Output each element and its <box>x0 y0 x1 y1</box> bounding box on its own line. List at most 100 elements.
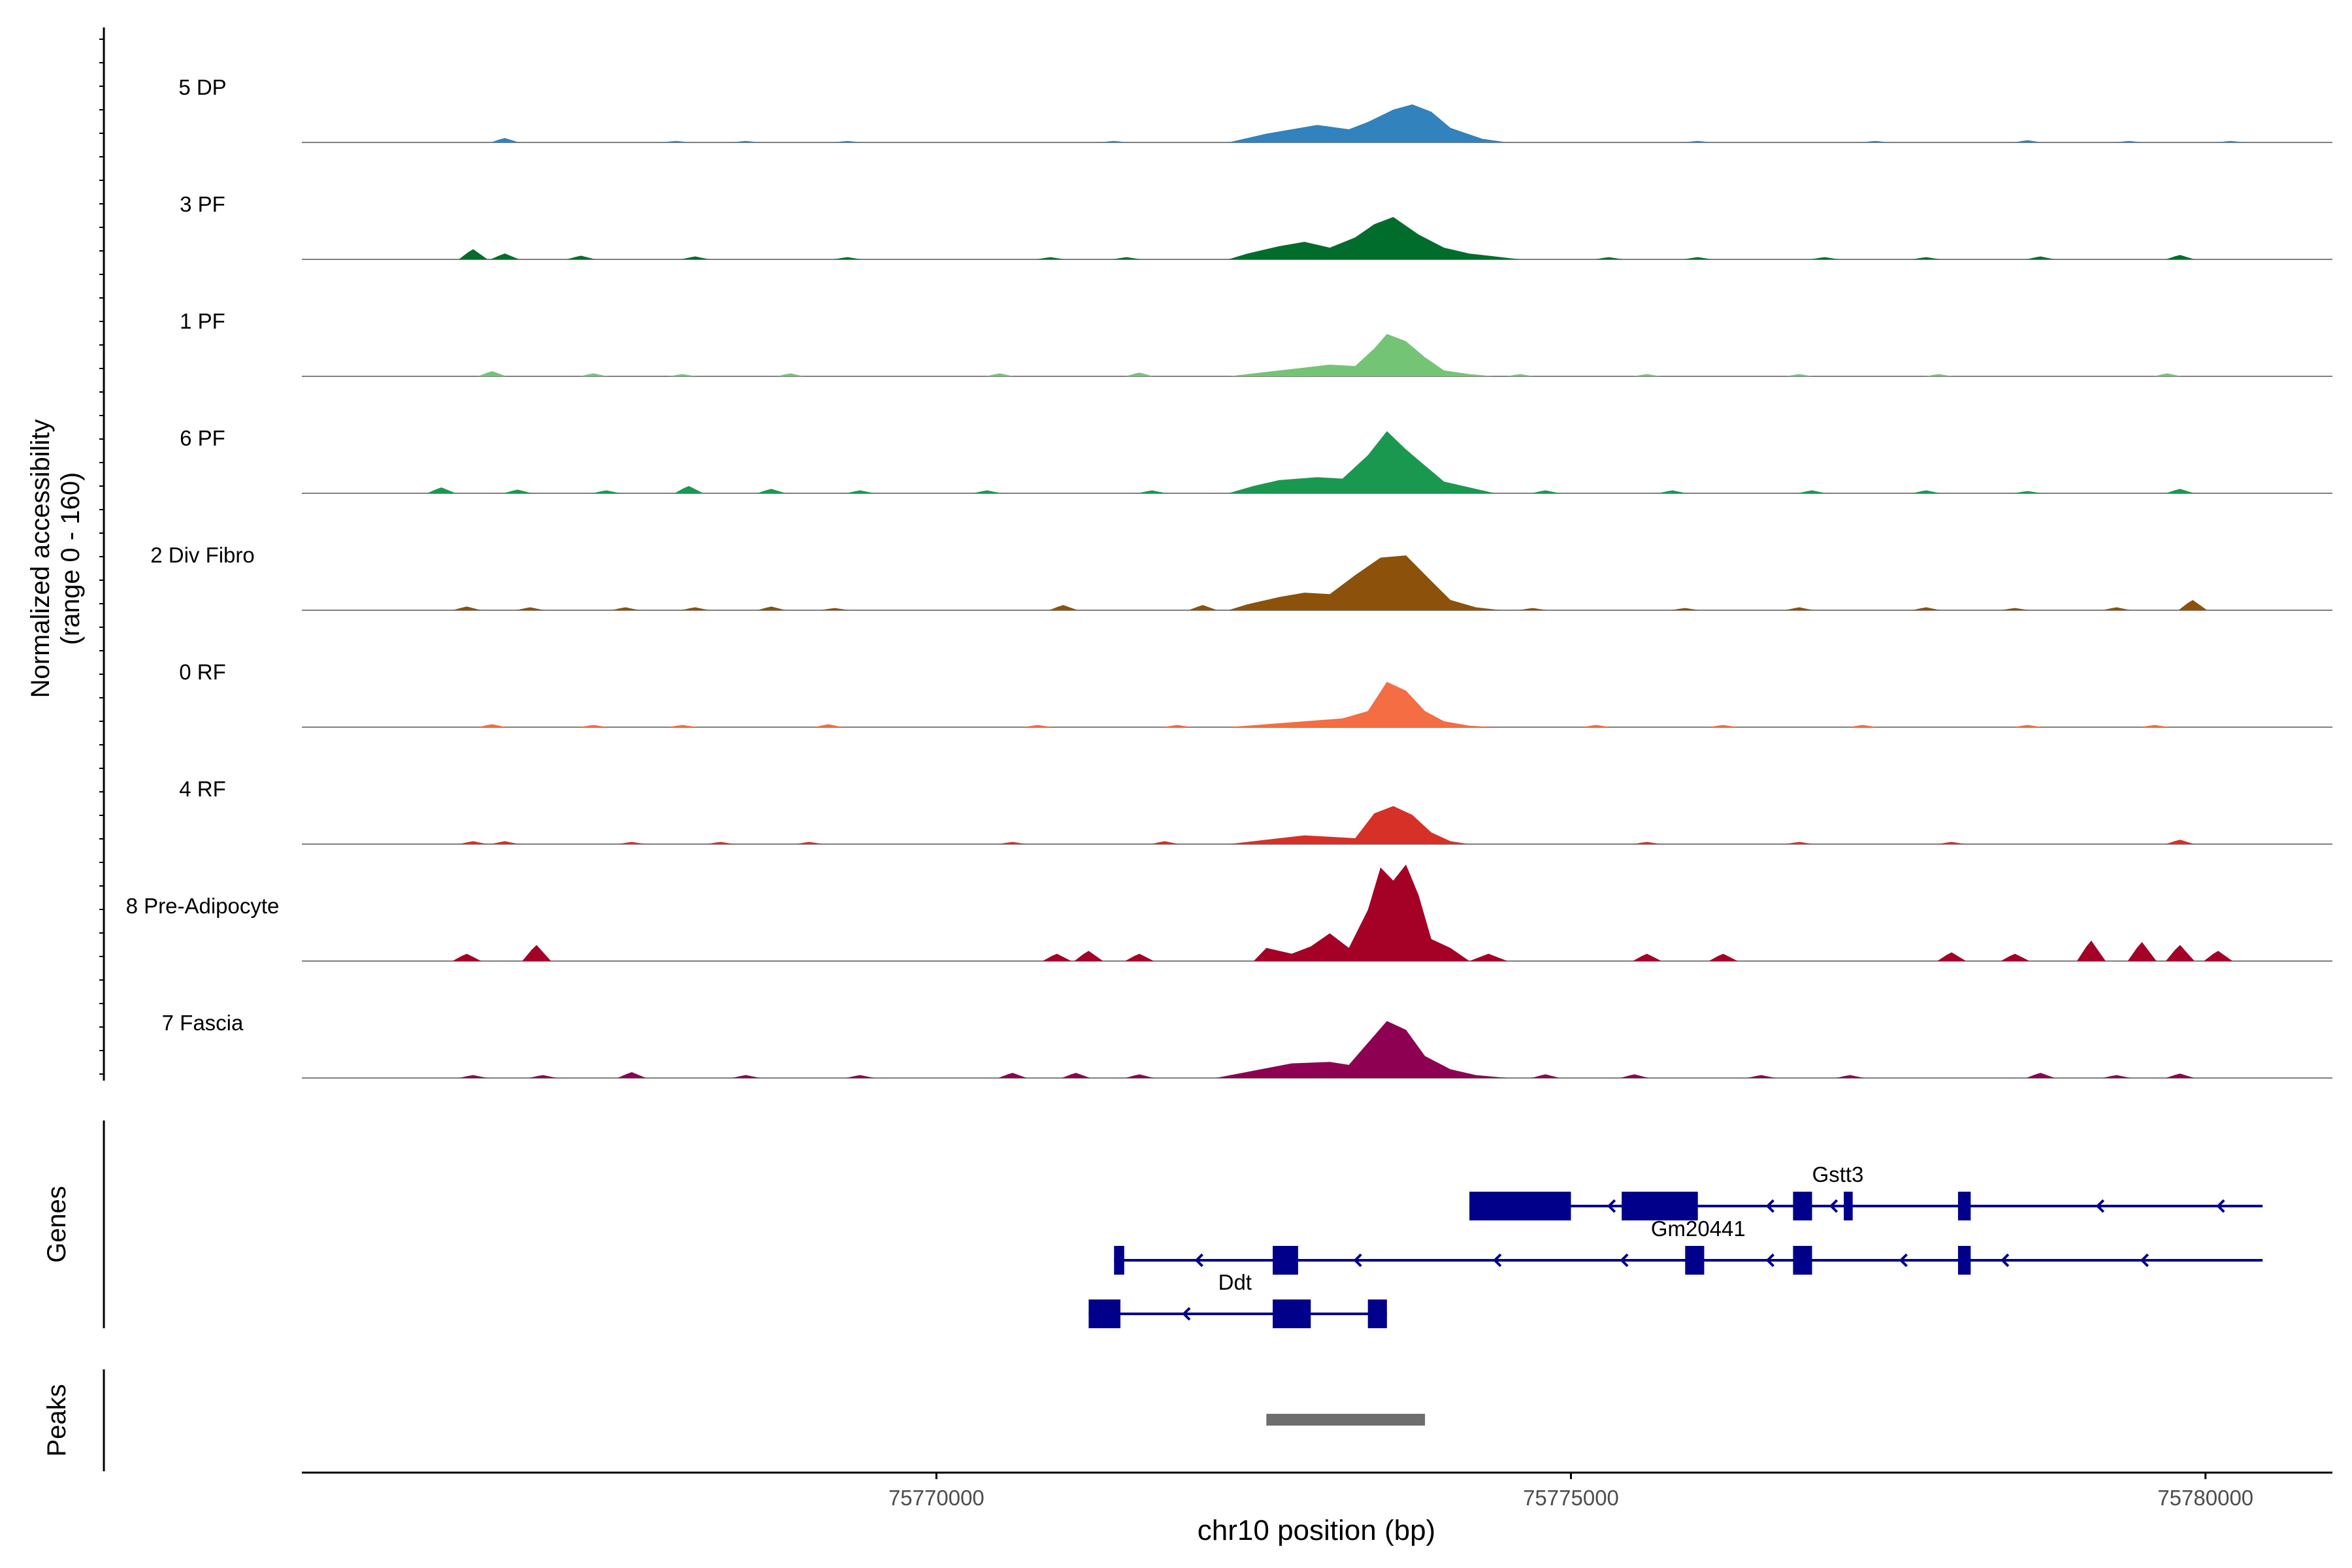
strand-arrow-icon <box>1607 1199 1616 1213</box>
track-8 <box>302 864 2332 962</box>
track-minor-peak <box>2013 491 2042 493</box>
transcript-Gm20441 <box>1114 1246 2263 1275</box>
track-minor-peak <box>1912 607 1941 610</box>
gene-exon <box>1273 1246 1298 1275</box>
track-minor-peak <box>1924 374 1953 376</box>
track-minor-peak <box>2013 140 2042 142</box>
track-3 <box>302 334 2332 377</box>
track-main-peak <box>1228 334 1495 376</box>
track-minor-peak <box>1594 257 1624 259</box>
gene-exon <box>1088 1299 1120 1328</box>
track-label: 5 DP <box>178 75 226 99</box>
track-minor-peak <box>1049 605 1078 610</box>
track-minor-peak <box>998 841 1027 844</box>
strand-arrow-icon <box>1194 1253 1203 1267</box>
track-minor-peak <box>1937 952 1967 961</box>
track-minor-peak <box>478 371 507 376</box>
strand-arrow-icon <box>1182 1307 1191 1321</box>
gene-label: Gstt3 <box>1812 1162 1864 1186</box>
gene-exon <box>1957 1192 1971 1220</box>
accessibility-tracks <box>302 104 2332 1079</box>
track-minor-peak <box>490 841 519 844</box>
track-minor-peak <box>1785 841 1814 844</box>
track-minor-peak <box>1671 608 1700 610</box>
track-minor-peak <box>1620 1074 1649 1078</box>
track-minor-peak <box>452 953 482 961</box>
track-minor-peak <box>845 490 875 493</box>
gene-exon <box>1469 1192 1571 1220</box>
track-main-peak <box>1228 431 1495 493</box>
track-minor-peak <box>1861 140 1890 142</box>
gene-exon <box>1793 1192 1812 1220</box>
x-tick-label: 75780000 <box>2157 1486 2253 1510</box>
track-minor-peak <box>2026 1073 2055 1078</box>
track-main-peak <box>1253 864 1508 961</box>
track-minor-peak <box>1797 490 1827 493</box>
track-minor-peak <box>1633 841 1662 844</box>
gene-exon <box>1685 1246 1705 1275</box>
track-minor-peak <box>833 257 862 259</box>
track-minor-peak <box>522 945 551 961</box>
track-minor-peak <box>2102 1075 2131 1078</box>
gene-exon <box>1114 1246 1124 1275</box>
track-minor-peak <box>972 490 1002 493</box>
track-minor-peak <box>2216 140 2246 142</box>
track-minor-peak <box>529 1075 558 1078</box>
track-main-peak <box>1228 806 1470 844</box>
track-minor-peak <box>1150 841 1179 844</box>
strand-arrow-icon <box>1899 1253 1908 1267</box>
track-minor-peak <box>579 373 608 376</box>
track-minor-peak <box>1074 951 1103 961</box>
track-label: 1 PF <box>180 309 225 333</box>
track-label: 8 Pre-Adipocyte <box>126 894 280 918</box>
x-tick-label: 75770000 <box>889 1486 985 1510</box>
track-minor-peak <box>2165 945 2195 961</box>
track-minor-peak <box>1937 841 1967 844</box>
track-minor-peak <box>998 1073 1027 1078</box>
track-minor-peak <box>1683 140 1712 142</box>
track-main-peak <box>1215 1021 1508 1078</box>
track-label: 7 Fascia <box>162 1011 244 1035</box>
track-minor-peak <box>1518 608 1548 610</box>
track-minor-peak <box>1633 374 1662 376</box>
track-minor-peak <box>2165 489 2195 493</box>
genes-track-label: Genes <box>42 1186 71 1263</box>
track-minor-peak <box>579 725 608 727</box>
peaks-track <box>1266 1414 1426 1426</box>
track-main-peak <box>1228 104 1508 142</box>
track-6 <box>302 681 2332 728</box>
track-minor-peak <box>2178 600 2208 610</box>
track-minor-peak <box>1505 374 1535 376</box>
track-main-peak <box>1228 217 1520 259</box>
track-minor-peak <box>795 841 824 844</box>
track-minor-peak <box>2001 953 2030 961</box>
track-minor-peak <box>452 606 482 610</box>
track-4 <box>302 431 2332 494</box>
track-7 <box>302 806 2332 845</box>
x-axis-ticks: 75770000 75775000 75780000 <box>889 1473 2253 1510</box>
track-minor-peak <box>1125 1074 1154 1078</box>
track-minor-peak <box>1810 257 1839 259</box>
track-minor-peak <box>662 140 691 142</box>
track-minor-peak <box>681 607 710 610</box>
cov-y-axis-ticks <box>99 39 104 1075</box>
track-minor-peak <box>490 253 519 259</box>
peaks-track-label: Peaks <box>42 1384 71 1456</box>
track-minor-peak <box>757 489 786 493</box>
track-minor-peak <box>503 489 532 493</box>
track-minor-peak <box>1835 1075 1865 1078</box>
track-minor-peak <box>2001 608 2030 610</box>
track-minor-peak <box>1125 953 1154 961</box>
track-label: 3 PF <box>180 192 225 216</box>
track-minor-peak <box>1912 257 1941 259</box>
track-minor-peak <box>1708 953 1738 961</box>
track-minor-peak <box>617 1072 647 1078</box>
track-minor-peak <box>2165 1073 2195 1078</box>
track-minor-peak <box>1137 490 1167 493</box>
track-label: 6 PF <box>180 426 225 450</box>
gene-exon <box>1957 1246 1971 1275</box>
track-minor-peak <box>2115 140 2144 142</box>
track-minor-peak <box>611 607 640 610</box>
track-minor-peak <box>1112 257 1141 259</box>
